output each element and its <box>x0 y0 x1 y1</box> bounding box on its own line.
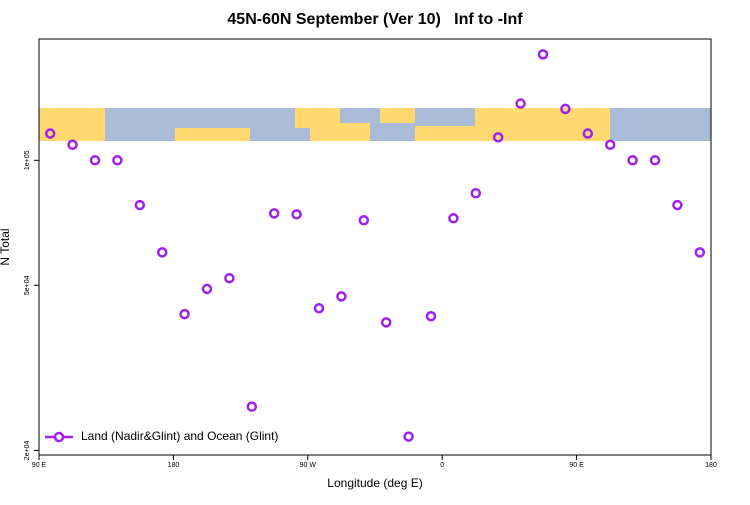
x-tick-label: 90 E <box>32 462 47 469</box>
point <box>313 303 325 314</box>
y-tick-label: 1e+05 <box>24 150 31 170</box>
point <box>201 283 213 295</box>
point <box>134 199 146 211</box>
point <box>515 98 526 109</box>
point <box>67 139 78 151</box>
plot-frame <box>38 38 712 456</box>
x-tick-label: 90 E <box>569 462 584 469</box>
point <box>224 272 235 284</box>
y-tick-label: 5e+04 <box>24 275 31 295</box>
point <box>672 199 683 211</box>
point <box>470 187 482 199</box>
y-axis-label: N Total <box>0 228 12 265</box>
y-tick-label: 2e+04 <box>24 441 31 461</box>
point <box>358 215 370 226</box>
point <box>582 128 594 139</box>
point <box>380 317 392 328</box>
point <box>560 103 571 115</box>
x-tick-label: 180 <box>705 462 717 469</box>
point <box>156 247 168 258</box>
legend-marker <box>53 431 65 443</box>
x-tick-label: 180 <box>168 462 180 469</box>
x-tick-label: 90 W <box>300 462 317 469</box>
point <box>604 139 616 151</box>
point <box>649 155 661 166</box>
point <box>694 247 706 258</box>
point <box>246 401 258 412</box>
chart-title: 45N-60N September (Ver 10) Inf to -Inf <box>227 11 523 28</box>
x-tick-label: 0 <box>440 462 444 469</box>
point <box>44 128 56 139</box>
point <box>537 49 549 60</box>
legend-label: Land (Nadir&Glint) and Ocean (Glint) <box>81 429 278 443</box>
point <box>179 308 190 320</box>
point <box>89 155 101 166</box>
point <box>448 213 459 224</box>
point <box>336 291 347 302</box>
point <box>627 155 638 166</box>
point <box>268 208 280 219</box>
point <box>112 155 123 166</box>
map-band <box>39 108 711 141</box>
point <box>492 132 504 143</box>
point <box>403 431 414 442</box>
x-axis-label: Longitude (deg E) <box>327 476 422 490</box>
point <box>425 311 437 322</box>
point <box>291 209 302 220</box>
